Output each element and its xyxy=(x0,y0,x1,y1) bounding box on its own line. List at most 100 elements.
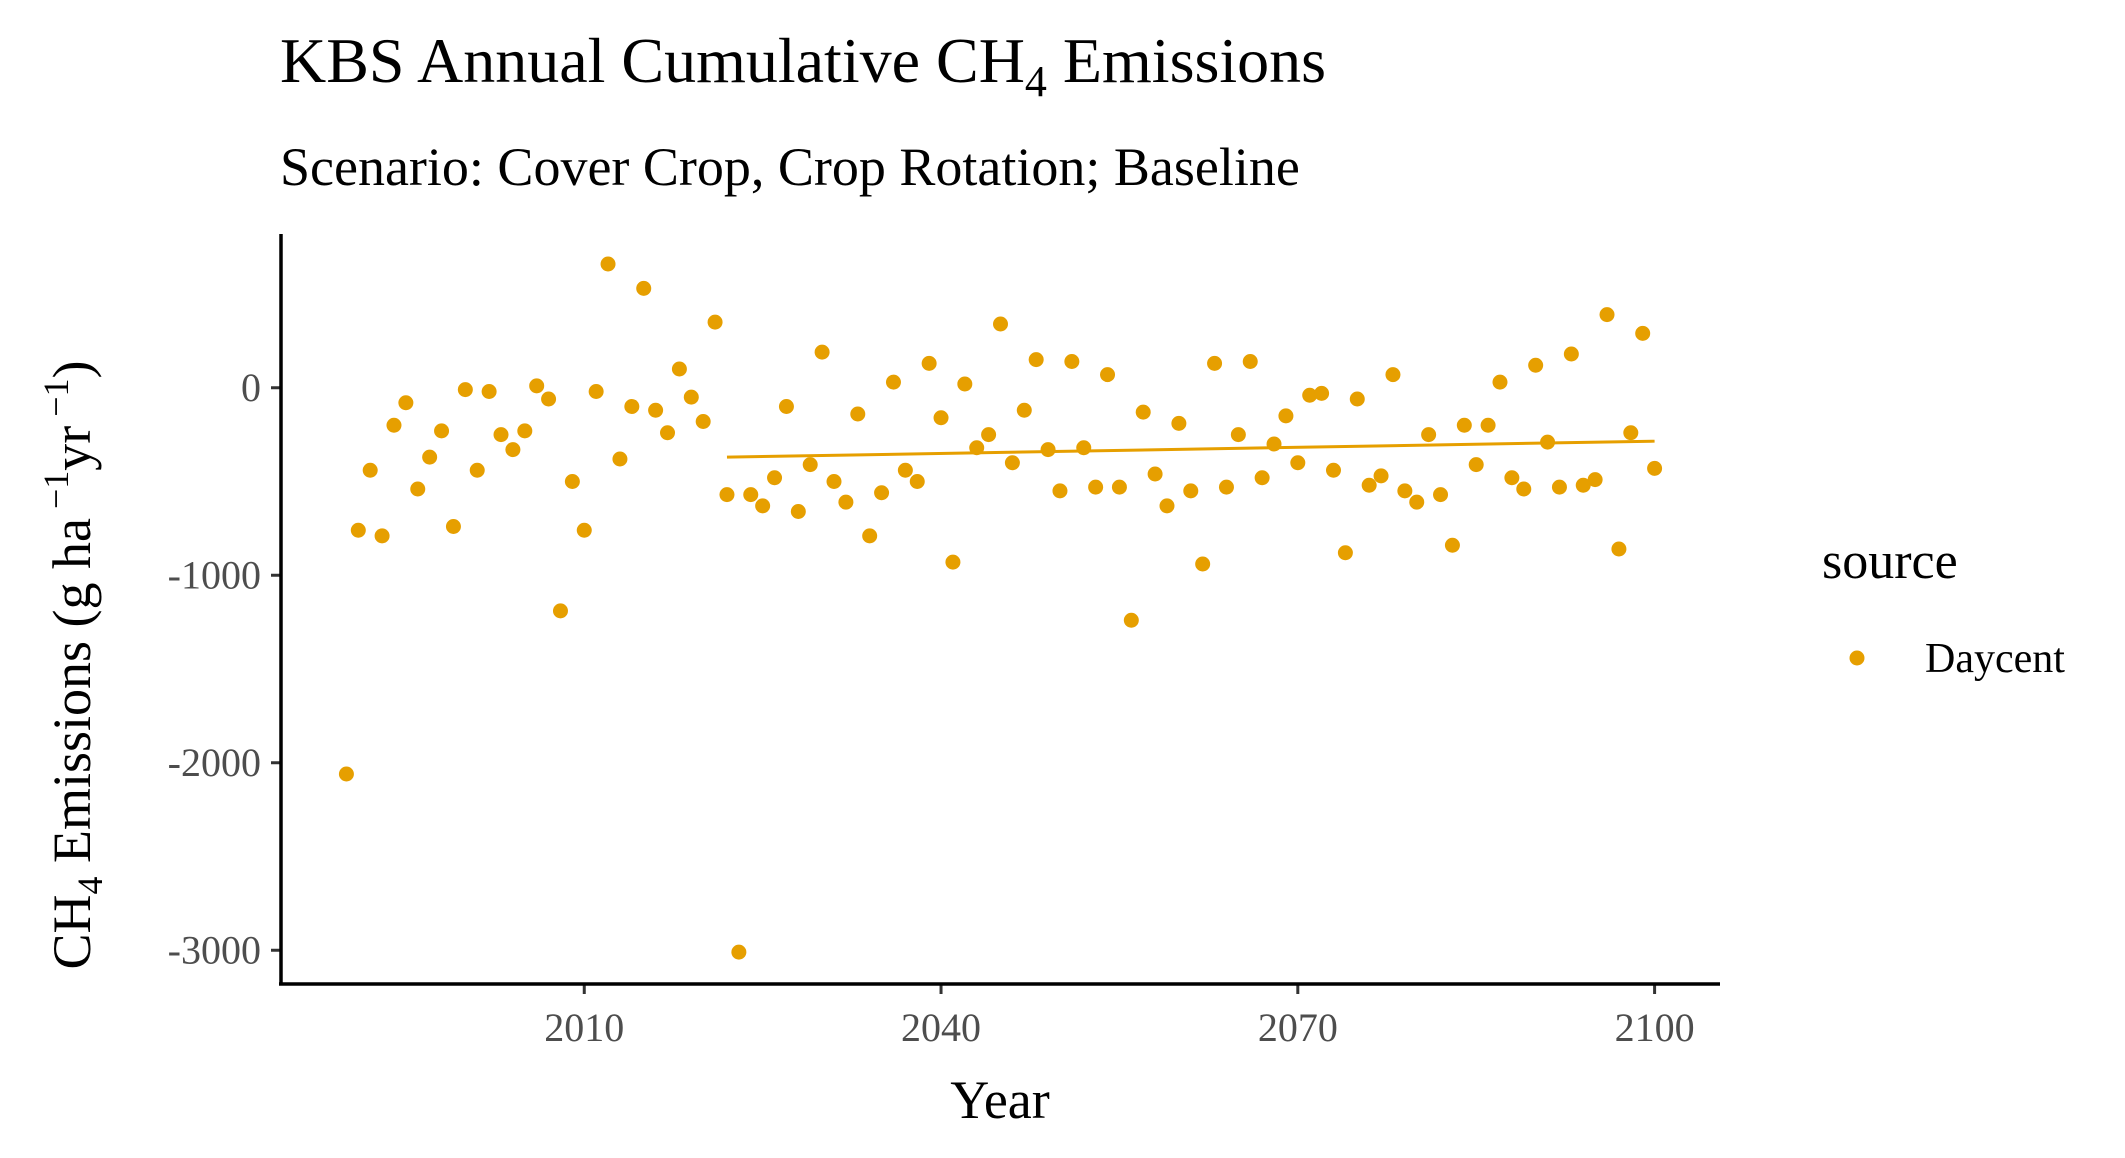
data-point xyxy=(838,494,854,510)
data-point xyxy=(1325,462,1341,478)
data-point xyxy=(1242,354,1258,369)
data-point xyxy=(719,487,735,503)
data-point xyxy=(1207,355,1223,371)
data-point xyxy=(1171,415,1187,431)
data-point xyxy=(767,470,783,486)
data-point xyxy=(790,504,806,519)
chart-subtitle: Scenario: Cover Crop, Crop Rotation; Bas… xyxy=(280,137,1300,197)
y-tick-label: -3000 xyxy=(168,927,261,972)
data-point xyxy=(1647,460,1663,476)
data-point xyxy=(671,361,687,377)
y-axis-title-ch: CH xyxy=(42,895,102,970)
data-point xyxy=(576,522,592,538)
data-point xyxy=(1290,455,1306,471)
data-point xyxy=(1302,387,1318,403)
data-point xyxy=(1373,468,1389,484)
x-axis-title: Year xyxy=(950,1070,1050,1130)
data-point xyxy=(1421,427,1437,443)
data-point xyxy=(505,442,521,458)
data-point xyxy=(1635,325,1651,341)
y-axis-title: CH4 Emissions (g ha −1yr −1) xyxy=(36,360,110,969)
y-axis-title-yr: yr xyxy=(42,426,102,471)
data-point xyxy=(362,462,378,478)
data-point xyxy=(1575,477,1591,493)
y-axis-title-sup2: −1 xyxy=(36,378,76,425)
x-tick-label: 2040 xyxy=(901,1005,981,1050)
data-point xyxy=(1314,385,1330,401)
data-point xyxy=(493,427,509,443)
data-point xyxy=(1052,483,1068,499)
chart-title-suffix: Emissions xyxy=(1047,25,1326,96)
data-point xyxy=(1349,391,1365,407)
data-point xyxy=(1016,402,1032,418)
data-point xyxy=(969,440,985,456)
data-point xyxy=(683,389,699,405)
data-point xyxy=(1028,352,1044,368)
data-point xyxy=(1504,470,1520,486)
data-point xyxy=(921,355,937,371)
data-point xyxy=(802,457,818,473)
data-points-layer xyxy=(338,256,1663,960)
data-point xyxy=(457,382,473,398)
data-point xyxy=(338,766,354,782)
y-axis-title-mid: Emissions (g ha xyxy=(42,518,102,877)
data-point xyxy=(386,417,402,433)
y-tick-label: -2000 xyxy=(168,740,261,785)
data-point xyxy=(374,528,390,544)
data-point xyxy=(826,474,842,489)
data-point xyxy=(1254,470,1270,486)
trend-line xyxy=(726,439,1655,459)
data-point xyxy=(1278,408,1294,424)
data-point xyxy=(1623,425,1639,441)
data-point xyxy=(636,280,652,296)
data-point xyxy=(434,423,450,439)
chart-title-main: KBS Annual Cumulative CH xyxy=(280,25,1025,96)
data-point xyxy=(1004,455,1020,471)
data-point xyxy=(445,519,461,534)
data-point xyxy=(743,487,759,503)
data-point xyxy=(755,498,771,514)
data-point xyxy=(1444,537,1460,553)
data-point xyxy=(517,423,533,439)
trend-line-layer xyxy=(726,439,1655,459)
data-point xyxy=(469,462,485,478)
data-point xyxy=(1611,541,1627,557)
data-point xyxy=(1480,417,1496,433)
data-point xyxy=(541,391,557,407)
data-point xyxy=(1111,479,1127,495)
data-point xyxy=(1563,346,1579,362)
x-tick-label: 2100 xyxy=(1615,1005,1695,1050)
x-tick-label: 2070 xyxy=(1258,1005,1338,1050)
data-point xyxy=(1409,494,1425,510)
legend-key-daycent xyxy=(1849,650,1865,666)
y-axis-ticks: 0 -1000 -2000 -3000 xyxy=(168,365,281,972)
data-point xyxy=(814,344,830,360)
x-tick-label: 2010 xyxy=(544,1005,624,1050)
data-point xyxy=(981,427,997,443)
data-point xyxy=(1040,442,1056,458)
data-point xyxy=(1433,487,1449,503)
data-point xyxy=(1135,404,1151,420)
data-point xyxy=(1337,545,1353,561)
data-point xyxy=(1218,479,1234,495)
data-point xyxy=(1147,466,1163,482)
data-point xyxy=(862,528,878,544)
legend-label-daycent: Daycent xyxy=(1925,636,2065,682)
chart-title-subscript: 4 xyxy=(1025,57,1047,106)
data-point xyxy=(1385,367,1401,383)
data-point xyxy=(1468,457,1484,473)
data-point xyxy=(933,410,949,426)
data-point xyxy=(731,944,747,960)
data-point xyxy=(945,554,961,570)
data-point xyxy=(1587,472,1603,488)
data-point xyxy=(648,402,664,418)
data-point xyxy=(993,316,1008,332)
data-point xyxy=(1123,612,1139,628)
data-point xyxy=(660,425,676,441)
data-point xyxy=(707,314,723,330)
data-point xyxy=(529,378,545,394)
data-point xyxy=(957,376,973,392)
data-point xyxy=(1266,436,1282,452)
y-axis-title-suffix: ) xyxy=(42,360,102,378)
